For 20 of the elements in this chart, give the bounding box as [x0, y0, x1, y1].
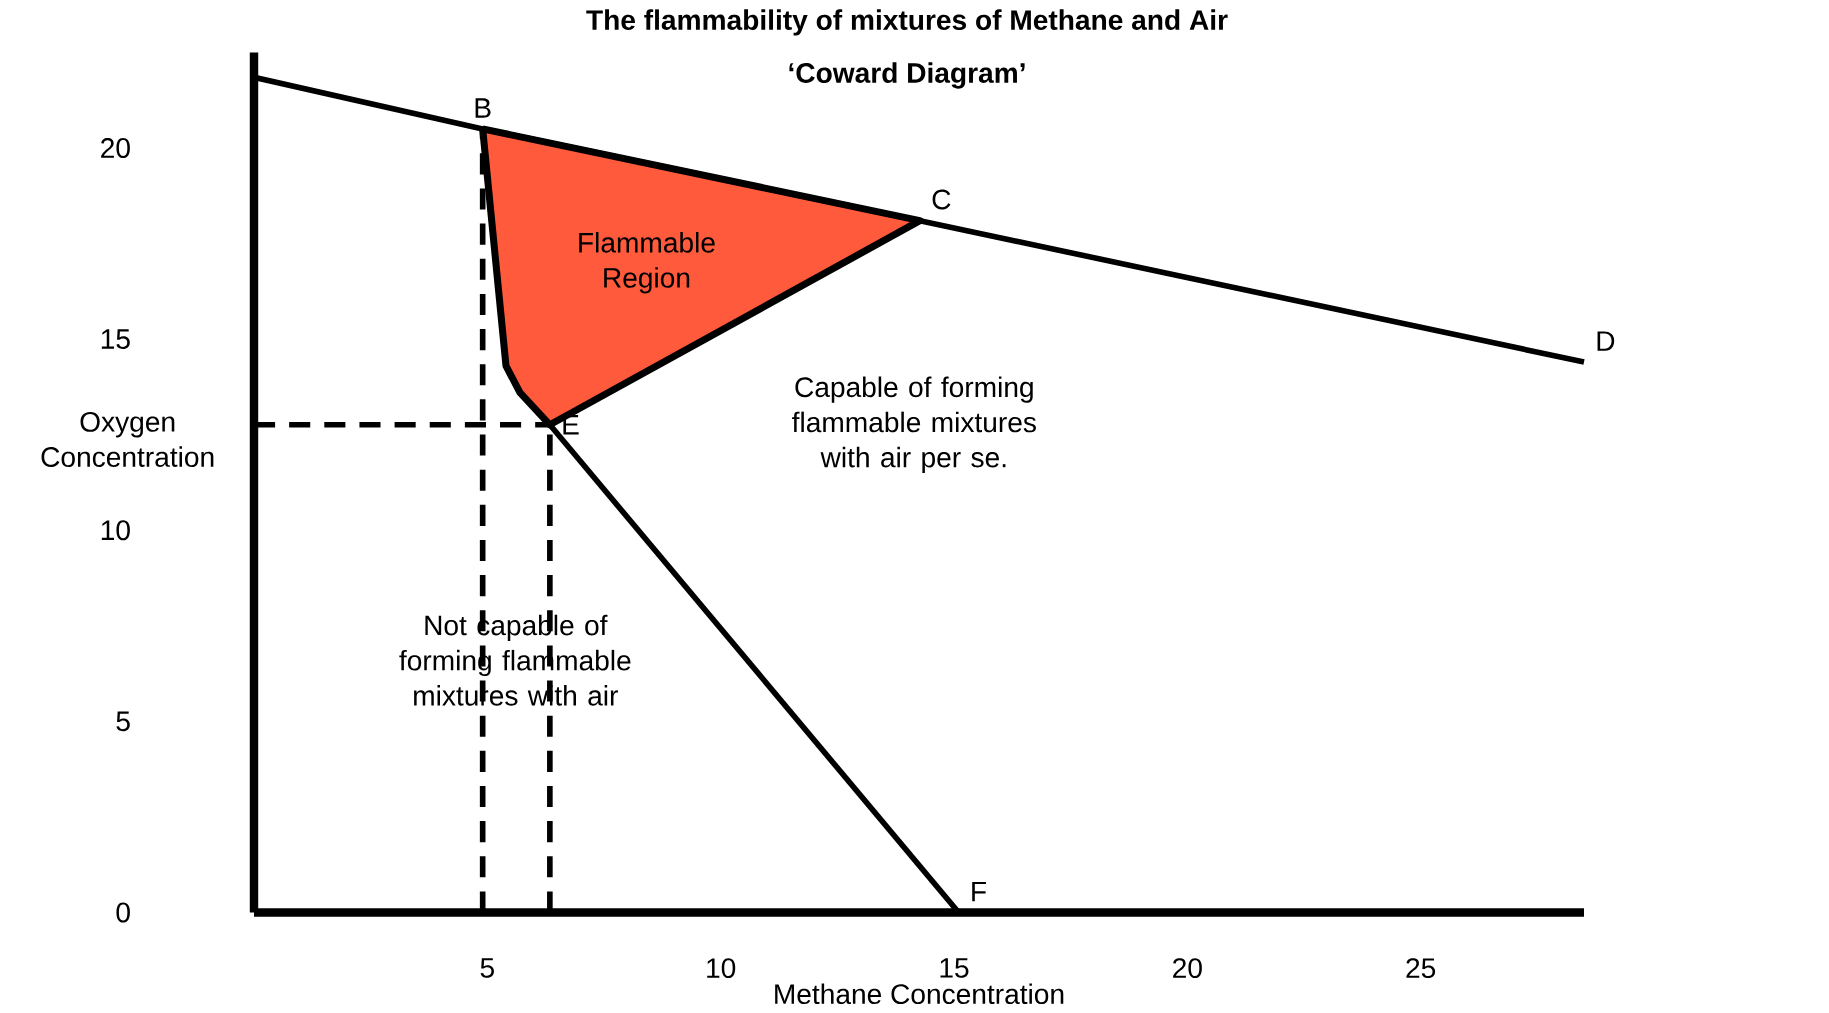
y-tick-label: 10 — [101, 520, 130, 540]
chart-subtitle: ‘Coward Diagram’ — [789, 62, 1025, 89]
chart-title: The flammability of mixtures of Methane and Air — [586, 9, 1228, 36]
annotation: B — [475, 98, 491, 118]
y-tick-label: 0 — [116, 902, 130, 923]
y-axis-title: Oxygen Concentration — [41, 411, 214, 467]
y-tick-label: 5 — [116, 711, 130, 731]
annotation: Capable of forming flammable mixtures with air per se. — [792, 376, 1036, 473]
x-tick-label: 15 — [940, 957, 969, 978]
annotation: F — [972, 881, 986, 901]
x-tick-label: 25 — [1406, 957, 1436, 978]
annotation: C — [932, 189, 951, 210]
x-tick-label: 10 — [707, 957, 736, 978]
x-tick-label: 20 — [1173, 957, 1202, 978]
annotation: Flammable Region — [579, 231, 715, 294]
annotation: D — [1597, 331, 1615, 351]
y-tick-label: 15 — [101, 329, 130, 349]
x-tick-label: 5 — [480, 957, 494, 978]
x-axis-title: Methane Concentration — [775, 983, 1064, 1004]
y-tick-label: 20 — [101, 137, 130, 158]
